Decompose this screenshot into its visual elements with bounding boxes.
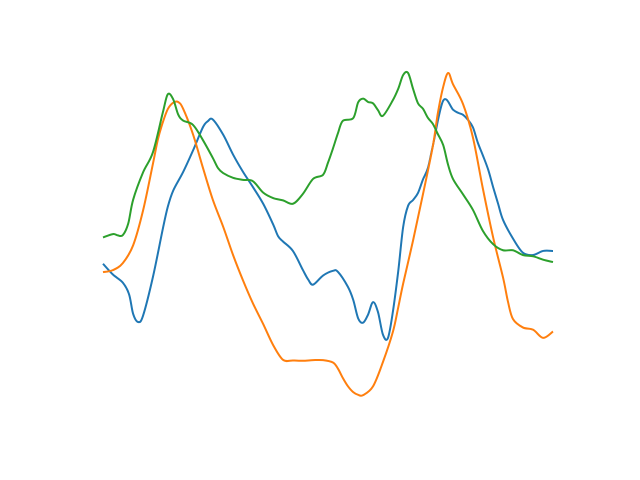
- series-line-3: [102, 70, 554, 264]
- series-layer: [102, 70, 554, 397]
- series-line-1: [102, 98, 554, 341]
